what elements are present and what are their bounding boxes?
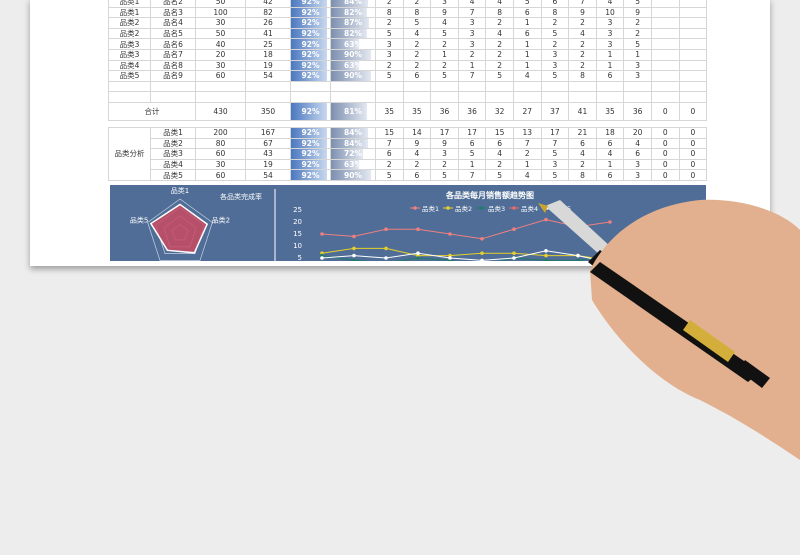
y-tick-label: 20 bbox=[293, 218, 302, 226]
percent-cell[interactable]: 87% bbox=[330, 17, 376, 29]
series-line bbox=[321, 255, 611, 261]
radar-label: 品类1 bbox=[171, 186, 189, 195]
table-row: 品类1 品名3 100 82 92% 82% 8 8 9 7 8 6 8 9 10 9 bbox=[108, 6, 708, 19]
data-point bbox=[384, 246, 388, 251]
y-tick-label: 5 bbox=[298, 254, 302, 261]
y-tick-label: 10 bbox=[293, 242, 302, 250]
table-row: 品类2 品名5 50 41 92% 82% 5 4 5 3 4 6 5 4 3 2 bbox=[108, 27, 708, 40]
total-label[interactable]: 合计 bbox=[108, 101, 196, 121]
data-point bbox=[544, 258, 548, 261]
data-point bbox=[480, 237, 484, 241]
actual-cell[interactable]: 350 bbox=[245, 101, 291, 121]
data-point bbox=[480, 258, 484, 261]
month-cell[interactable] bbox=[678, 6, 708, 19]
data-point bbox=[544, 253, 548, 258]
data-point bbox=[512, 227, 516, 231]
legend-label: 品类2 bbox=[455, 204, 472, 213]
month-cell[interactable]: 32 bbox=[485, 101, 514, 121]
data-point bbox=[352, 246, 356, 251]
data-point bbox=[608, 220, 612, 224]
data-point bbox=[416, 251, 420, 255]
data-point bbox=[320, 256, 324, 260]
analysis-label[interactable]: 品类分析 bbox=[108, 127, 151, 181]
pen-nib bbox=[545, 200, 612, 255]
chart-panel: 各品类完成率 各品类每月销售额趋势图 品类1 品类2 品类3 品类4 品类5 25 20 15… bbox=[110, 185, 706, 261]
data-point bbox=[352, 258, 356, 261]
series-line bbox=[321, 250, 605, 261]
legend-label: 品类1 bbox=[422, 204, 439, 213]
detail-table: 品类1 品名2 50 42 92% 84% 2 2 3 4 4 5 6 7 4 5 品类1 品名3 100 82 92%… bbox=[108, 0, 708, 121]
percent-cell[interactable]: 92% bbox=[290, 101, 331, 121]
legend-marker bbox=[479, 206, 483, 210]
month-cell[interactable]: 35 bbox=[402, 101, 432, 121]
month-cell[interactable]: 0 bbox=[678, 169, 708, 181]
percent-cell[interactable]: 90% bbox=[330, 70, 376, 82]
data-point bbox=[512, 251, 516, 255]
legend-marker bbox=[512, 206, 516, 210]
month-cell[interactable]: 0 bbox=[678, 101, 708, 121]
analysis-table: 品类分析 品类1 200 167 92% 84% 15 14 17 17 15 13 17 21 18 20 0… bbox=[108, 127, 708, 181]
radar-label: 品类5 bbox=[130, 216, 148, 225]
percent-cell[interactable]: 81% bbox=[330, 101, 376, 121]
series-line bbox=[321, 247, 611, 261]
line-chart-title: 各品类每月销售额趋势图 bbox=[445, 190, 534, 200]
radar-grid bbox=[147, 198, 213, 261]
table-row: 品类2 品名4 30 26 92% 87% 2 5 4 3 2 1 2 2 3 2 bbox=[108, 17, 708, 29]
data-point bbox=[512, 256, 516, 260]
table-row: 品类2 80 67 92% 84% 7 9 9 6 6 7 7 6 6 4 0 0 bbox=[109, 137, 708, 150]
legend-marker bbox=[446, 206, 450, 210]
radar-label: 品类2 bbox=[212, 216, 230, 225]
legend-label: 品类3 bbox=[488, 204, 505, 213]
data-point bbox=[544, 249, 548, 253]
table-row: 品类3 60 43 92% 72% 6 4 3 5 4 2 5 4 4 6 0 0 bbox=[109, 148, 708, 160]
percent-cell[interactable]: 90% bbox=[330, 169, 376, 181]
data-point bbox=[576, 258, 580, 261]
data-point bbox=[448, 256, 452, 260]
y-tick-label: 25 bbox=[293, 206, 302, 214]
data-point bbox=[448, 232, 452, 236]
data-point bbox=[384, 256, 388, 260]
data-point bbox=[320, 232, 324, 236]
radar-area bbox=[149, 203, 209, 254]
legend-marker bbox=[413, 206, 417, 210]
data-point bbox=[416, 227, 420, 231]
month-cell[interactable]: 41 bbox=[568, 101, 597, 121]
table-row: 品类4 30 19 92% 63% 2 2 2 1 2 1 3 2 1 3 0 0 bbox=[109, 158, 708, 171]
data-point bbox=[352, 253, 356, 258]
data-point bbox=[576, 253, 580, 258]
y-tick-label: 15 bbox=[293, 230, 302, 238]
legend-label: 品类4 bbox=[521, 204, 538, 213]
month-cell[interactable]: 36 bbox=[457, 101, 487, 121]
total-row: 合计 430 350 92% 81% 35 35 36 36 32 27 37 41 35 36 0 0 bbox=[108, 101, 708, 121]
radar-title: 各品类完成率 bbox=[220, 192, 262, 201]
data-point bbox=[384, 227, 388, 231]
data-point bbox=[480, 251, 484, 255]
month-cell[interactable] bbox=[678, 17, 708, 29]
data-point bbox=[544, 217, 548, 222]
percent-cell[interactable]: 82% bbox=[330, 6, 376, 19]
month-cell[interactable]: 35 bbox=[595, 101, 625, 121]
data-point bbox=[416, 256, 420, 260]
table-row: 品类4 品名8 30 19 92% 63% 2 2 2 1 2 1 3 2 1 3 bbox=[108, 59, 708, 72]
table-row: 品类5 60 54 92% 90% 5 6 5 7 5 4 5 8 6 3 0 0 bbox=[109, 169, 708, 181]
series-line bbox=[321, 219, 611, 240]
data-point bbox=[352, 234, 356, 239]
